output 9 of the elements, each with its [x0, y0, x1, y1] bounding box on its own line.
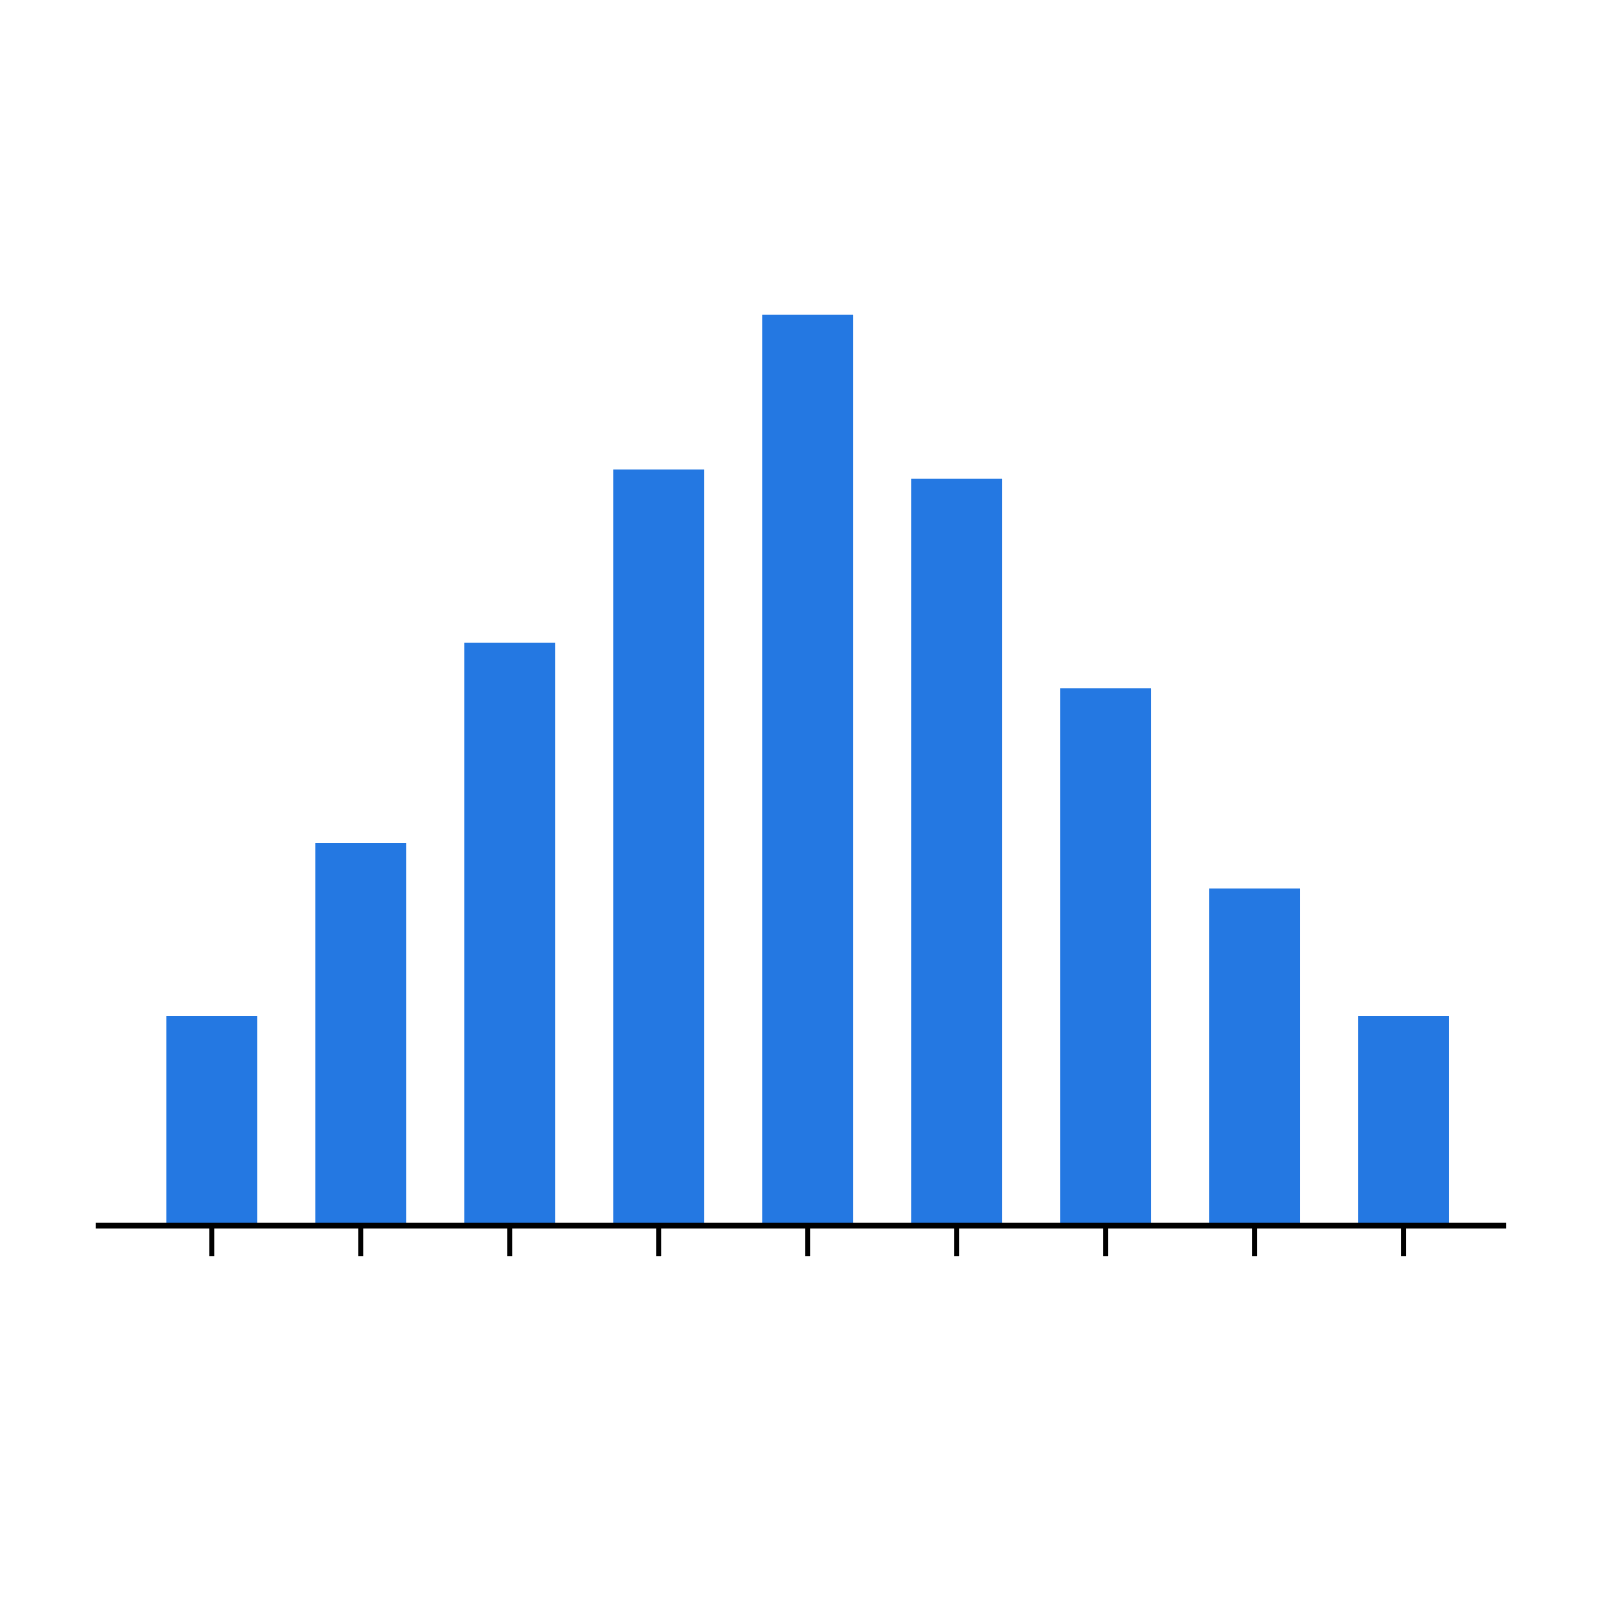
bar [166, 1016, 258, 1226]
bar [762, 314, 854, 1226]
bar [1209, 888, 1301, 1226]
bar [911, 478, 1003, 1226]
bar [1060, 688, 1152, 1226]
bar [1358, 1016, 1449, 1226]
bar [464, 642, 556, 1226]
bar [613, 469, 705, 1226]
bar [315, 843, 407, 1226]
